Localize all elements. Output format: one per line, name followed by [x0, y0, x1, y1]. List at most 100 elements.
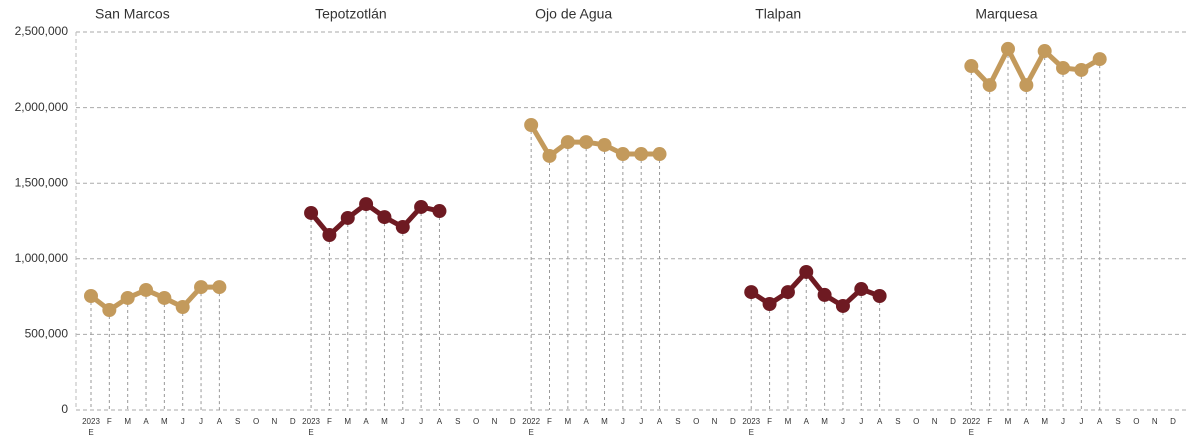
x-tick-label: O — [913, 417, 919, 426]
point — [377, 210, 392, 225]
point — [84, 288, 98, 303]
point — [1092, 52, 1107, 67]
point — [744, 285, 759, 300]
x-tick-label: S — [1115, 417, 1120, 426]
x-tick-label: D — [1170, 417, 1176, 426]
x-tick-label: O — [1133, 417, 1139, 426]
x-tick-label: S — [895, 417, 900, 426]
point — [1074, 62, 1089, 77]
x-tick-label: S — [675, 417, 680, 426]
x-tick-label: F — [767, 417, 772, 426]
point — [872, 288, 887, 303]
point — [1001, 41, 1015, 56]
group-label: Marquesa — [975, 6, 1037, 22]
x-tick-label: M — [601, 417, 608, 426]
y-tick-label: 2,000,000 — [15, 100, 69, 114]
point — [652, 147, 667, 162]
point — [579, 135, 594, 150]
point — [139, 282, 154, 297]
group-label: Tepotzotlán — [315, 6, 387, 22]
x-tick-label: A — [143, 417, 149, 426]
x-tick-label: O — [473, 417, 479, 426]
x-tick-label: N — [492, 417, 498, 426]
group-label: Ojo de Agua — [535, 6, 612, 22]
x-tick-label: J — [841, 417, 845, 426]
x-tick-label: N — [712, 417, 718, 426]
x-tick-label: S — [455, 417, 460, 426]
point — [780, 285, 795, 300]
year-label: 2022 — [962, 417, 980, 426]
x-tick-label: O — [693, 417, 699, 426]
y-tick-label: 500,000 — [25, 327, 69, 341]
x-tick-label: D — [290, 417, 296, 426]
point — [615, 147, 630, 162]
x-tick-label: M — [821, 417, 828, 426]
point — [634, 147, 649, 162]
x-tick-label: M — [124, 417, 131, 426]
x-tick-label: A — [1024, 417, 1030, 426]
point — [1037, 44, 1052, 59]
x-tick-label: J — [639, 417, 643, 426]
group-label: San Marcos — [95, 6, 170, 22]
x-tick-label: D — [950, 417, 956, 426]
y-tick-label: 1,500,000 — [15, 175, 69, 189]
group-label: Tlalpan — [755, 6, 801, 22]
x-tick-label: J — [1061, 417, 1065, 426]
x-tick-label: E — [749, 428, 754, 437]
y-tick-label: 0 — [61, 402, 68, 416]
point — [799, 264, 814, 279]
x-tick-label: J — [419, 417, 423, 426]
point — [964, 59, 979, 74]
x-tick-label: E — [969, 428, 974, 437]
x-tick-label: M — [565, 417, 572, 426]
x-tick-label: M — [1005, 417, 1012, 426]
year-label: 2023 — [302, 417, 320, 426]
point — [1019, 78, 1034, 93]
year-label: 2023 — [82, 417, 100, 426]
x-tick-label: F — [987, 417, 992, 426]
x-tick-label: M — [785, 417, 792, 426]
x-tick-label: J — [859, 417, 863, 426]
point — [560, 135, 575, 150]
point — [120, 290, 135, 305]
point — [395, 220, 410, 235]
point — [1056, 60, 1071, 75]
x-tick-label: A — [363, 417, 369, 426]
x-tick-label: F — [107, 417, 112, 426]
x-tick-label: F — [547, 417, 552, 426]
x-tick-label: A — [804, 417, 810, 426]
point — [175, 300, 190, 315]
x-tick-label: M — [1041, 417, 1048, 426]
x-tick-label: F — [327, 417, 332, 426]
point — [835, 298, 850, 313]
x-tick-label: M — [381, 417, 388, 426]
point — [854, 282, 869, 297]
x-tick-label: J — [199, 417, 203, 426]
x-tick-label: J — [181, 417, 185, 426]
x-tick-label: D — [510, 417, 516, 426]
x-tick-label: D — [730, 417, 736, 426]
point — [212, 280, 227, 295]
x-tick-label: A — [437, 417, 443, 426]
point — [102, 303, 117, 318]
x-tick-label: S — [235, 417, 240, 426]
x-tick-label: A — [657, 417, 663, 426]
point — [322, 228, 337, 243]
point — [414, 199, 429, 214]
x-tick-label: O — [253, 417, 259, 426]
y-tick-label: 1,000,000 — [15, 251, 69, 265]
x-tick-label: N — [932, 417, 938, 426]
x-tick-label: J — [621, 417, 625, 426]
x-tick-label: A — [1097, 417, 1103, 426]
point — [304, 205, 319, 220]
x-tick-label: J — [401, 417, 405, 426]
x-tick-label: E — [528, 428, 533, 437]
year-label: 2022 — [522, 417, 540, 426]
point — [432, 204, 447, 219]
point — [359, 197, 374, 212]
year-label: 2023 — [742, 417, 760, 426]
point — [194, 280, 209, 295]
x-tick-label: M — [161, 417, 168, 426]
x-tick-label: N — [272, 417, 278, 426]
point — [597, 137, 612, 152]
